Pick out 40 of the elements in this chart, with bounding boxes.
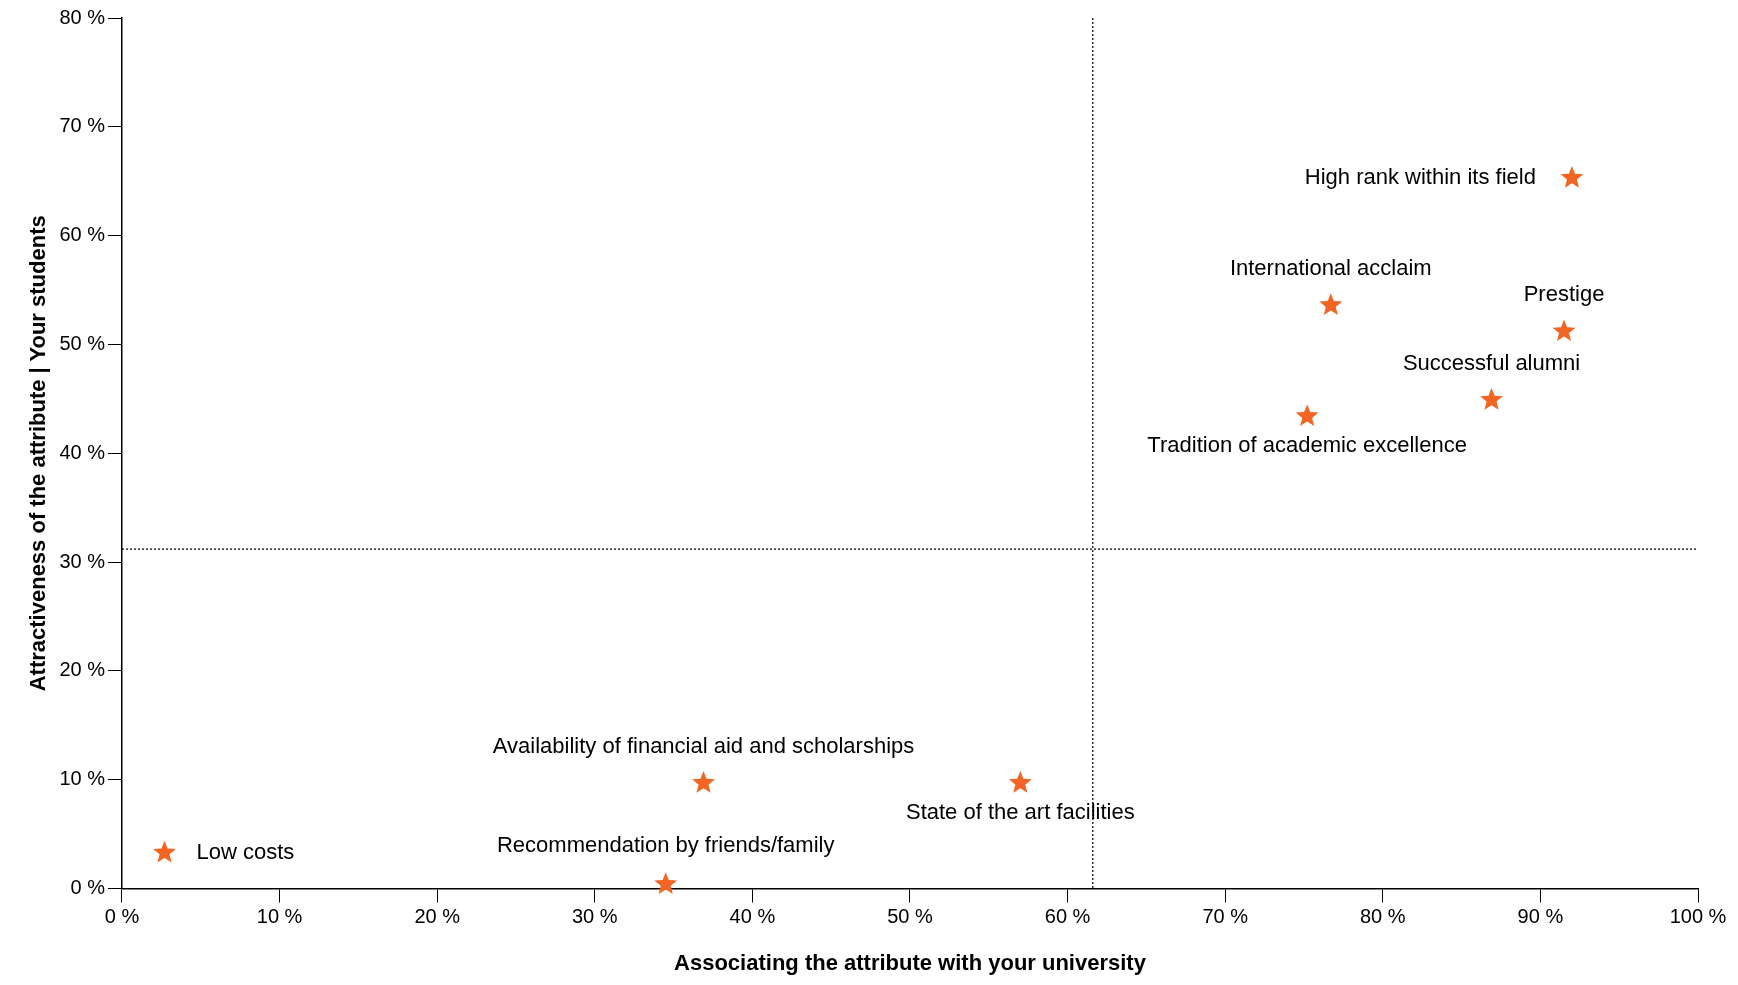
point — [692, 771, 715, 793]
point — [1319, 293, 1343, 316]
x-tick-label: 80 % — [1360, 905, 1406, 928]
x-tick-label: 10 % — [256, 905, 303, 928]
point — [1480, 387, 1503, 410]
annotation: International acclaim — [1229, 255, 1432, 281]
annotation: Recommendation by friends/family — [496, 832, 835, 858]
x-tick-label: 40 % — [729, 905, 776, 928]
x-tick-label: 0 % — [104, 905, 140, 928]
annotation: Successful alumni — [1402, 350, 1581, 376]
annotation: High rank within its field — [1304, 164, 1536, 190]
y-tick-label: 70 % — [59, 114, 106, 137]
y-tick-label: 50 % — [59, 331, 106, 354]
point — [153, 840, 176, 863]
x-tick-label: 90 % — [1517, 905, 1564, 928]
annotation: Low costs — [196, 838, 295, 864]
x-tick-label: 60 % — [1044, 905, 1091, 928]
point — [1295, 404, 1319, 427]
x-tick-label: 50 % — [887, 905, 933, 928]
y-tick-label: 20 % — [59, 658, 106, 681]
point — [1560, 165, 1584, 188]
x-axis-title: Associating the attribute with your university — [674, 949, 1147, 975]
y-tick-label: 80 % — [59, 5, 106, 28]
x-tick-label: 20 % — [414, 905, 461, 928]
x-tick-label: 30 % — [571, 905, 618, 928]
point — [1008, 771, 1032, 793]
point — [1552, 319, 1576, 342]
point — [654, 872, 678, 894]
annotation: Tradition of academic excellence — [1147, 432, 1467, 458]
x-tick-label: 70 % — [1202, 905, 1249, 928]
annotation: Prestige — [1523, 281, 1605, 307]
annotation: Availability of financial aid and scholarships — [492, 733, 915, 759]
x-tick-label: 100 % — [1669, 905, 1727, 928]
y-axis-title: Attractiveness of the attribute | Your students — [25, 215, 51, 692]
y-tick-label: 10 % — [59, 767, 106, 790]
y-tick-label: 60 % — [59, 223, 106, 246]
y-tick-label: 30 % — [59, 549, 106, 572]
y-tick-label: 40 % — [59, 440, 106, 463]
y-tick-label: 0 % — [70, 876, 106, 899]
annotation: State of the art facilities — [905, 799, 1135, 825]
